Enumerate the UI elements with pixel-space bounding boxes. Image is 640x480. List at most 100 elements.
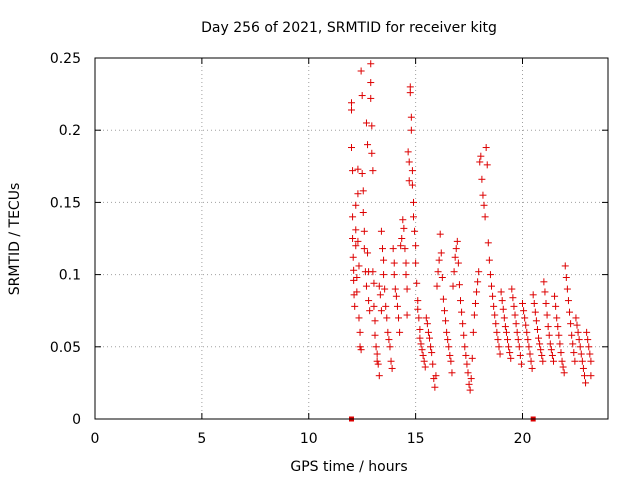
data-point [502, 328, 510, 336]
data-point [474, 278, 482, 286]
data-point [495, 343, 503, 351]
data-point [350, 276, 358, 284]
data-point [349, 235, 357, 242]
data-point [349, 167, 357, 175]
data-point [392, 292, 400, 300]
data-point [412, 259, 420, 267]
data-point [458, 308, 466, 316]
data-point [416, 325, 424, 333]
data-point [352, 242, 360, 250]
data-point [447, 357, 455, 365]
data-point [407, 126, 415, 134]
data-point [488, 282, 496, 290]
data-point [409, 198, 417, 206]
data-point [354, 190, 362, 198]
data-point [369, 268, 377, 276]
data-point [360, 245, 368, 253]
data-point [376, 291, 384, 299]
data-point [356, 343, 364, 351]
data-point [511, 311, 519, 319]
data-point [480, 201, 488, 209]
data-point [563, 285, 571, 293]
x-axis-label: GPS time / hours [290, 459, 407, 475]
data-point [408, 181, 416, 189]
data-point [490, 302, 498, 310]
data-point [348, 144, 355, 152]
data-point [545, 331, 553, 339]
data-point [411, 227, 419, 235]
data-point [433, 282, 441, 290]
data-point [549, 357, 557, 365]
data-points [348, 60, 595, 394]
data-point [499, 305, 507, 313]
data-point [468, 354, 476, 362]
data-point [400, 224, 408, 232]
data-point [547, 346, 555, 354]
data-point [362, 282, 370, 290]
axis-ticks [94, 57, 608, 420]
data-point [498, 297, 506, 305]
data-point [478, 175, 486, 183]
data-point [572, 314, 580, 322]
data-point [482, 144, 490, 152]
data-point [409, 213, 417, 221]
data-point [538, 351, 546, 359]
data-point [380, 256, 388, 264]
data-point [365, 297, 373, 305]
y-axis-label: SRMTID / TECUs [7, 183, 23, 296]
data-point [576, 343, 584, 351]
data-point [501, 323, 509, 331]
data-point [351, 302, 359, 310]
data-point [395, 314, 403, 322]
data-point [358, 92, 366, 100]
data-point [574, 328, 582, 336]
data-point [355, 262, 363, 270]
y-tick-label: 0.1 [59, 268, 81, 284]
data-point [371, 317, 379, 325]
data-point [465, 380, 473, 388]
data-point [421, 363, 429, 371]
data-point [483, 161, 491, 169]
y-tick-label: 0.15 [50, 195, 81, 211]
data-point [578, 357, 586, 365]
data-point [375, 372, 383, 380]
data-point [402, 259, 410, 267]
data-point [475, 268, 483, 276]
data-point [579, 364, 587, 372]
x-tick-label: 20 [514, 431, 532, 447]
data-point [407, 113, 415, 121]
data-point [486, 271, 494, 279]
data-point [444, 336, 452, 344]
data-point [371, 331, 379, 339]
data-point [524, 336, 532, 344]
data-point [414, 297, 422, 305]
data-point [406, 89, 414, 97]
data-point [380, 271, 388, 279]
data-point [348, 106, 355, 114]
data-point [527, 357, 535, 365]
data-point [491, 311, 499, 319]
data-point [552, 302, 560, 310]
data-point [417, 340, 425, 348]
data-point [507, 354, 515, 362]
data-point [387, 357, 395, 365]
data-point [469, 328, 477, 336]
data-point [512, 320, 520, 328]
data-point [446, 351, 454, 359]
data-point [428, 349, 436, 357]
data-point [586, 350, 594, 358]
y-tick-label: 0.2 [59, 123, 81, 139]
x-tick-labels: 0 5 10 15 20 [91, 431, 532, 447]
data-point [508, 285, 516, 293]
data-point [479, 191, 487, 199]
data-point [422, 314, 430, 322]
data-point [369, 167, 377, 175]
data-point [413, 279, 421, 287]
data-point [415, 314, 423, 322]
y-tick-label: 0.05 [50, 340, 81, 356]
data-point [532, 317, 540, 325]
data-point [561, 262, 569, 270]
data-point [567, 320, 575, 328]
data-point [359, 209, 367, 217]
data-point [542, 299, 550, 307]
